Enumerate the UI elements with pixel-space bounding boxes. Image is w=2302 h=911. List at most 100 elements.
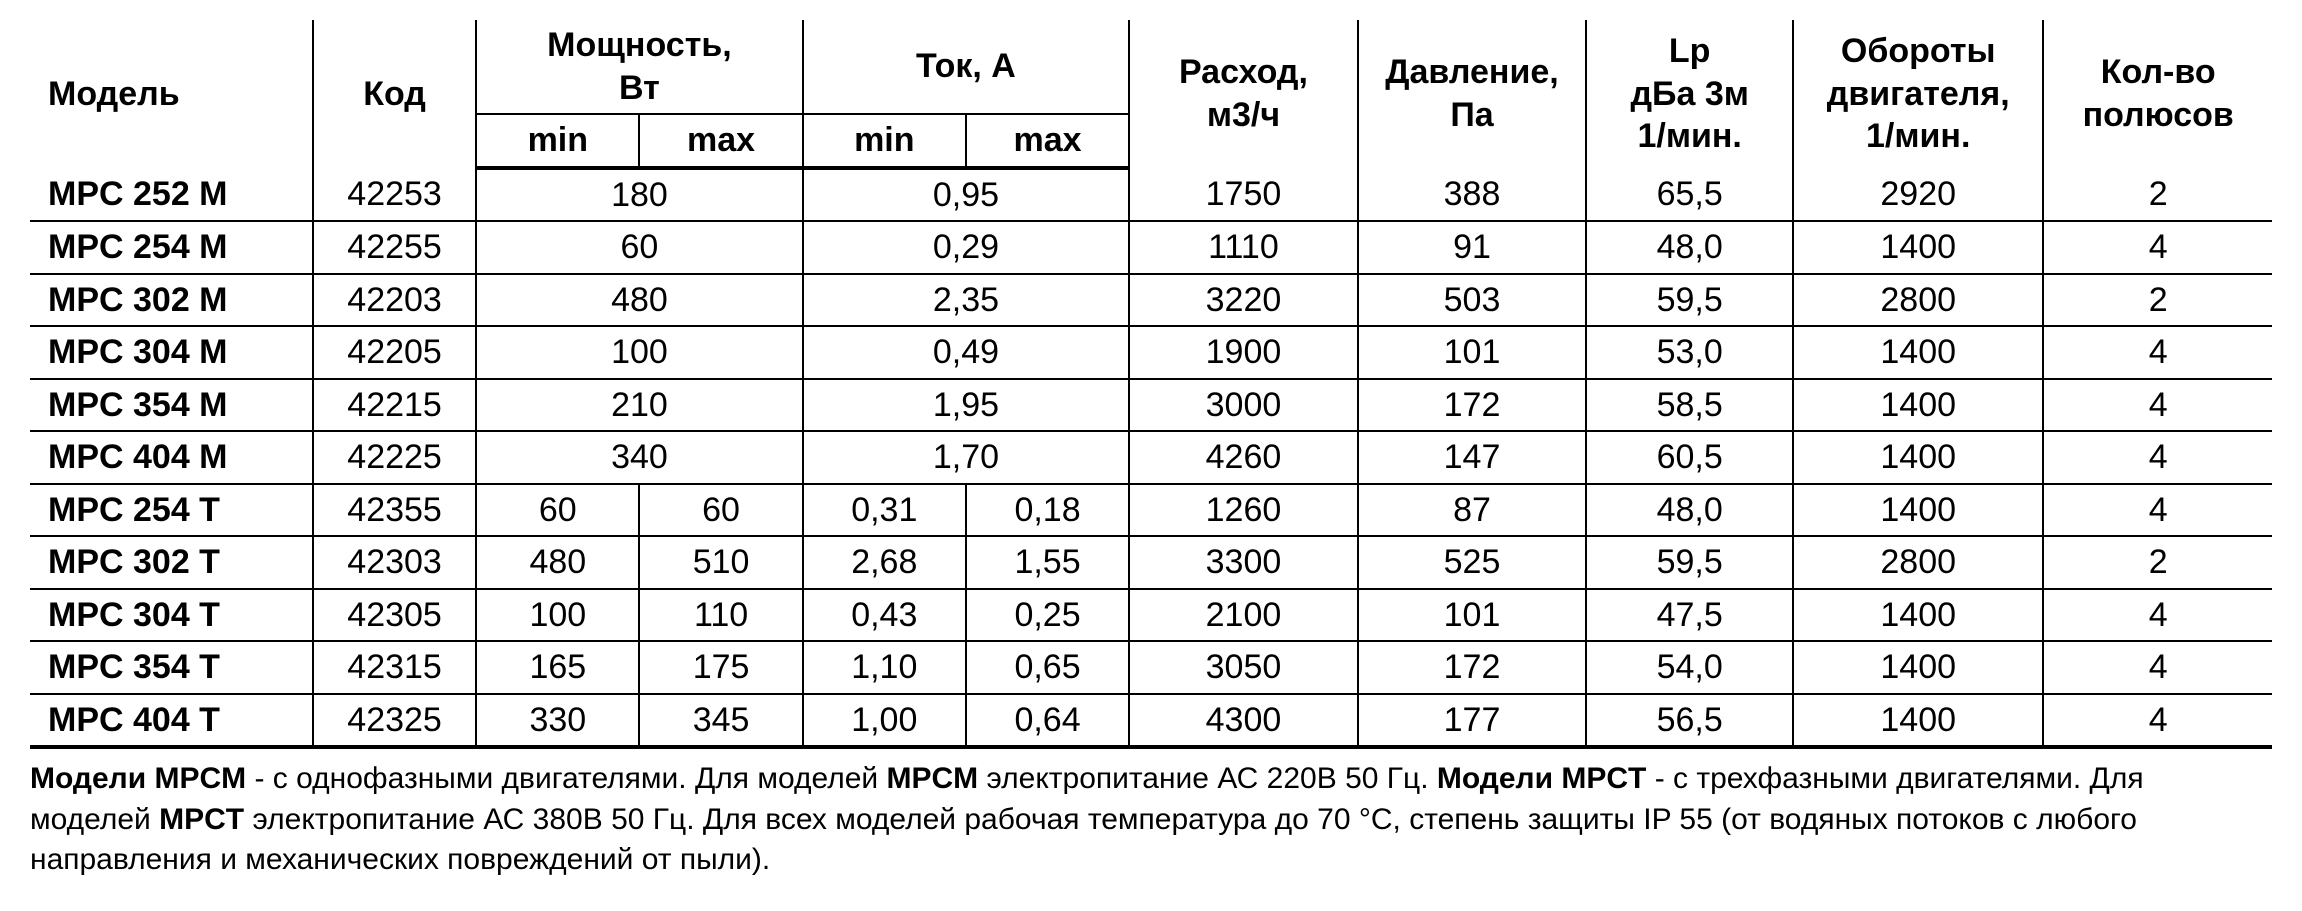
table-cell: 58,5	[1586, 379, 1793, 432]
table-cell: 2800	[1793, 274, 2043, 327]
table-row: MPC 302 T423034805102,681,55330052559,52…	[30, 536, 2272, 589]
table-cell: 172	[1358, 641, 1587, 694]
table-cell: 2	[2043, 168, 2272, 222]
spec-table: Модель Код Мощность, Вт Ток, А Расход, м…	[30, 20, 2272, 749]
table-cell: 4	[2043, 379, 2272, 432]
header-power-min: min	[476, 114, 639, 168]
table-cell: 53,0	[1586, 326, 1793, 379]
table-cell: 175	[639, 641, 802, 694]
table-cell: 3220	[1129, 274, 1358, 327]
table-cell: 0,31	[803, 484, 966, 537]
note-bold: Модели MPCT	[1437, 762, 1646, 795]
table-cell: 480	[476, 536, 639, 589]
table-cell: 4	[2043, 221, 2272, 274]
table-cell: 65,5	[1586, 168, 1793, 222]
table-cell: 42225	[313, 431, 476, 484]
table-cell: 0,43	[803, 589, 966, 642]
table-row: MPC 404 M422253401,70426014760,514004	[30, 431, 2272, 484]
table-cell: 101	[1358, 589, 1587, 642]
header-pressure-label: Давление, Па	[1385, 53, 1558, 134]
table-cell: 1,10	[803, 641, 966, 694]
table-cell: 1400	[1793, 431, 2043, 484]
table-cell: 1110	[1129, 221, 1358, 274]
header-power-max: max	[639, 114, 802, 168]
table-cell: MPC 354 T	[30, 641, 313, 694]
table-cell: 210	[476, 379, 803, 432]
header-current-group: Ток, А	[803, 20, 1130, 114]
table-cell: 60	[476, 221, 803, 274]
table-cell: 1400	[1793, 221, 2043, 274]
table-cell: 3050	[1129, 641, 1358, 694]
note-text: электропитание АС 220В 50 Гц.	[978, 762, 1437, 795]
table-cell: 1900	[1129, 326, 1358, 379]
table-cell: MPC 302 T	[30, 536, 313, 589]
table-cell: 2	[2043, 274, 2272, 327]
table-cell: 42253	[313, 168, 476, 222]
table-cell: 91	[1358, 221, 1587, 274]
table-cell: 180	[476, 168, 803, 222]
table-cell: 2100	[1129, 589, 1358, 642]
header-poles: Кол-во полюсов	[2043, 20, 2272, 168]
table-row: MPC 304 T423051001100,430,25210010147,51…	[30, 589, 2272, 642]
table-cell: 0,64	[966, 694, 1129, 748]
header-power-group-label: Мощность, Вт	[547, 26, 732, 107]
note-bold: MPCT	[159, 803, 244, 836]
table-cell: 1400	[1793, 589, 2043, 642]
table-cell: 1400	[1793, 484, 2043, 537]
table-cell: 1,00	[803, 694, 966, 748]
table-cell: 3300	[1129, 536, 1358, 589]
table-cell: MPC 354 M	[30, 379, 313, 432]
table-cell: 48,0	[1586, 484, 1793, 537]
header-model: Модель	[30, 20, 313, 168]
table-cell: 4	[2043, 326, 2272, 379]
table-cell: MPC 252 M	[30, 168, 313, 222]
table-cell: 42205	[313, 326, 476, 379]
table-cell: 48,0	[1586, 221, 1793, 274]
header-pressure: Давление, Па	[1358, 20, 1587, 168]
table-cell: 525	[1358, 536, 1587, 589]
table-cell: 4	[2043, 641, 2272, 694]
table-cell: 4	[2043, 694, 2272, 748]
table-row: MPC 252 M422531800,95175038865,529202	[30, 168, 2272, 222]
page-container: Модель Код Мощность, Вт Ток, А Расход, м…	[0, 0, 2302, 911]
table-cell: 0,25	[966, 589, 1129, 642]
table-cell: 2920	[1793, 168, 2043, 222]
table-cell: 54,0	[1586, 641, 1793, 694]
table-cell: 42215	[313, 379, 476, 432]
header-current-min: min	[803, 114, 966, 168]
table-cell: 42325	[313, 694, 476, 748]
table-cell: 1260	[1129, 484, 1358, 537]
table-cell: 503	[1358, 274, 1587, 327]
header-rpm: Обороты двигателя, 1/мин.	[1793, 20, 2043, 168]
footnote: Модели MPCM - с однофазными двигателями.…	[30, 749, 2272, 881]
note-bold: MPCM	[886, 762, 978, 795]
table-cell: 87	[1358, 484, 1587, 537]
table-cell: 1,95	[803, 379, 1130, 432]
table-cell: 60	[639, 484, 802, 537]
table-cell: 165	[476, 641, 639, 694]
table-cell: 100	[476, 589, 639, 642]
table-row: MPC 254 M42255600,2911109148,014004	[30, 221, 2272, 274]
header-lp-label: Lp дБа 3м 1/мин.	[1630, 32, 1748, 155]
table-cell: 1750	[1129, 168, 1358, 222]
table-cell: MPC 254 M	[30, 221, 313, 274]
table-cell: 2800	[1793, 536, 2043, 589]
table-row: MPC 354 T423151651751,100,65305017254,01…	[30, 641, 2272, 694]
header-current-max: max	[966, 114, 1129, 168]
table-cell: 42303	[313, 536, 476, 589]
table-header: Модель Код Мощность, Вт Ток, А Расход, м…	[30, 20, 2272, 168]
table-cell: 0,65	[966, 641, 1129, 694]
table-cell: 59,5	[1586, 274, 1793, 327]
table-cell: 172	[1358, 379, 1587, 432]
table-cell: 4	[2043, 589, 2272, 642]
table-cell: 42305	[313, 589, 476, 642]
table-cell: 147	[1358, 431, 1587, 484]
table-cell: 42203	[313, 274, 476, 327]
table-cell: 100	[476, 326, 803, 379]
table-cell: 2,35	[803, 274, 1130, 327]
table-cell: 1,55	[966, 536, 1129, 589]
table-cell: 42355	[313, 484, 476, 537]
table-cell: 4260	[1129, 431, 1358, 484]
table-cell: 480	[476, 274, 803, 327]
table-cell: 1400	[1793, 694, 2043, 748]
